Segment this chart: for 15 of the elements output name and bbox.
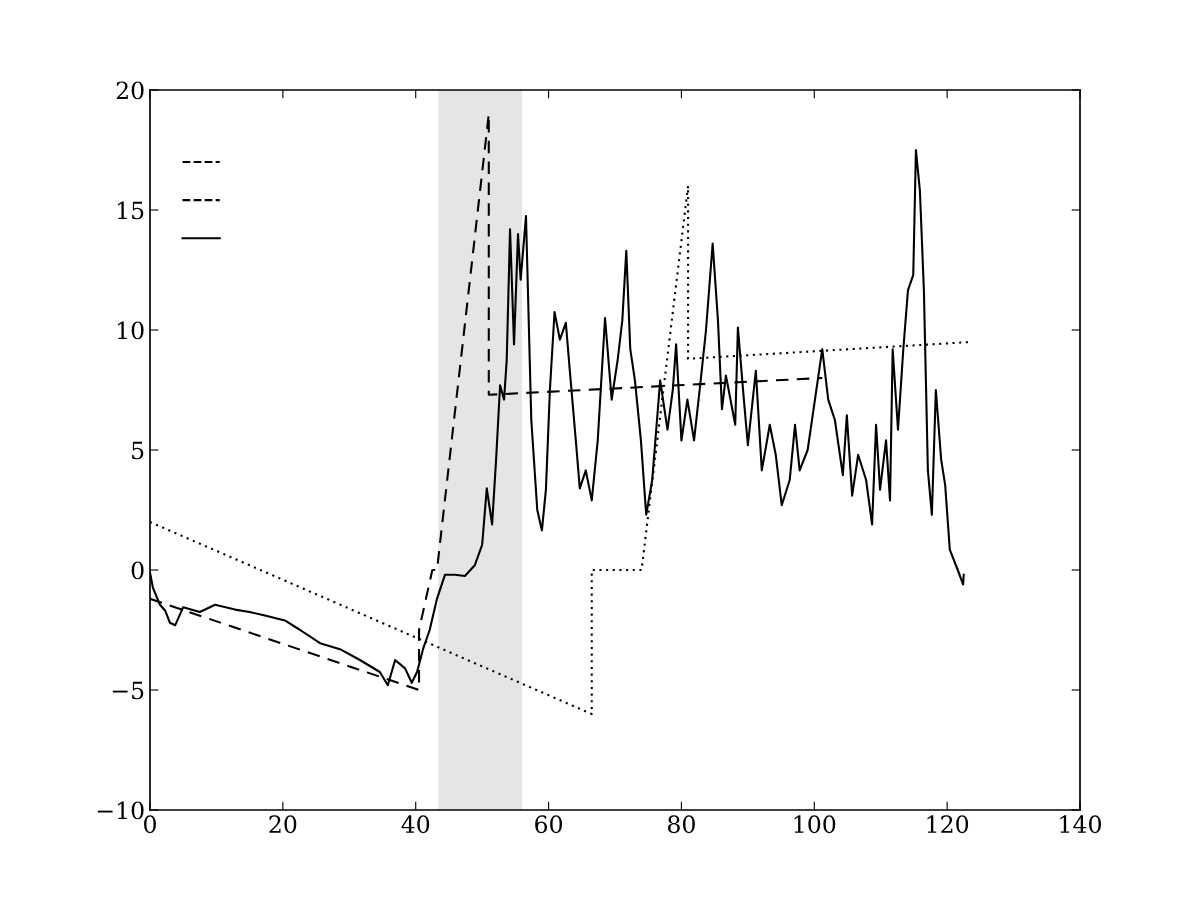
x-tick-label: 80 <box>667 815 695 834</box>
y-tick-label: −5 <box>112 681 144 700</box>
x-tick-label: 100 <box>794 815 836 834</box>
x-tick-label: 20 <box>269 815 297 834</box>
y-tick-label: 5 <box>132 441 144 460</box>
x-tick-label: 0 <box>144 815 156 834</box>
x-tick-label: 40 <box>401 815 430 834</box>
y-tick-label: 20 <box>116 81 144 100</box>
y-tick-label: −10 <box>97 801 144 820</box>
y-tick-label: 15 <box>117 201 144 220</box>
x-tick-label: 120 <box>927 815 969 834</box>
x-tick-label: 60 <box>535 815 563 834</box>
x-tick-label: 140 <box>1060 815 1101 834</box>
y-tick-label: 10 <box>117 321 144 340</box>
y-tick-label: 0 <box>131 561 144 580</box>
